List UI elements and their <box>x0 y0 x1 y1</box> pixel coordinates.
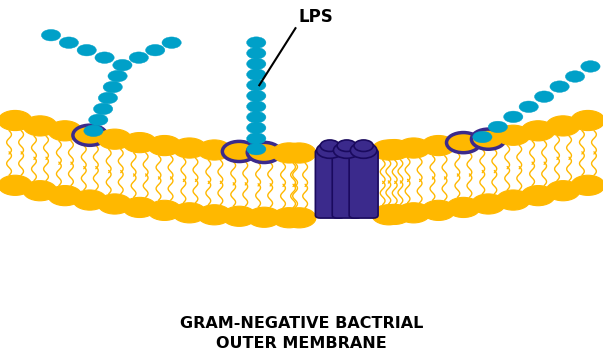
Circle shape <box>372 140 406 160</box>
Circle shape <box>272 143 306 163</box>
Circle shape <box>98 129 131 149</box>
Circle shape <box>247 58 266 70</box>
Circle shape <box>247 143 266 155</box>
Circle shape <box>148 135 182 156</box>
Circle shape <box>534 91 554 103</box>
Circle shape <box>247 142 281 162</box>
Circle shape <box>337 140 356 152</box>
Circle shape <box>113 59 132 71</box>
Circle shape <box>571 111 603 131</box>
Circle shape <box>77 44 96 56</box>
Circle shape <box>247 101 266 112</box>
Circle shape <box>172 138 206 158</box>
Circle shape <box>95 52 114 63</box>
Circle shape <box>446 132 480 153</box>
Circle shape <box>23 116 57 136</box>
Circle shape <box>282 208 316 228</box>
Circle shape <box>354 140 373 152</box>
Circle shape <box>84 125 103 136</box>
Circle shape <box>247 122 266 134</box>
Circle shape <box>566 71 585 82</box>
Circle shape <box>48 121 82 141</box>
Circle shape <box>317 143 343 158</box>
Circle shape <box>247 90 266 102</box>
Circle shape <box>397 203 431 223</box>
Circle shape <box>197 205 231 225</box>
Circle shape <box>272 208 306 228</box>
Circle shape <box>98 194 131 214</box>
Circle shape <box>172 203 206 223</box>
Circle shape <box>247 112 266 123</box>
Circle shape <box>123 197 157 217</box>
Circle shape <box>0 111 32 131</box>
Circle shape <box>103 81 122 93</box>
Circle shape <box>397 138 431 158</box>
Text: LPS: LPS <box>298 8 333 26</box>
Circle shape <box>93 103 113 115</box>
FancyBboxPatch shape <box>332 149 361 218</box>
Circle shape <box>581 61 600 72</box>
Text: OUTER MEMBRANE: OUTER MEMBRANE <box>216 336 387 351</box>
Circle shape <box>546 181 580 201</box>
Circle shape <box>496 190 530 210</box>
Circle shape <box>546 116 580 136</box>
Circle shape <box>521 121 555 141</box>
Circle shape <box>472 194 505 214</box>
Circle shape <box>473 131 492 143</box>
Circle shape <box>223 206 256 226</box>
Circle shape <box>0 175 32 195</box>
Circle shape <box>282 143 316 163</box>
Circle shape <box>108 70 127 82</box>
Circle shape <box>247 69 266 80</box>
Circle shape <box>350 143 377 158</box>
Circle shape <box>446 197 480 217</box>
Circle shape <box>197 140 231 160</box>
Circle shape <box>98 92 118 104</box>
Circle shape <box>472 129 505 149</box>
Circle shape <box>377 140 411 160</box>
Circle shape <box>129 52 148 63</box>
Circle shape <box>23 181 57 201</box>
FancyBboxPatch shape <box>315 149 344 218</box>
Circle shape <box>496 125 530 145</box>
Circle shape <box>48 185 82 206</box>
Circle shape <box>247 37 266 48</box>
Circle shape <box>73 125 107 145</box>
Circle shape <box>42 30 61 41</box>
Circle shape <box>504 111 523 123</box>
Circle shape <box>421 135 455 156</box>
Circle shape <box>145 44 165 56</box>
Text: GRAM-NEGATIVE BACTRIAL: GRAM-NEGATIVE BACTRIAL <box>180 316 423 332</box>
FancyBboxPatch shape <box>349 149 378 218</box>
Circle shape <box>59 37 78 49</box>
Circle shape <box>148 200 182 220</box>
Circle shape <box>247 133 266 144</box>
Circle shape <box>320 140 339 152</box>
Circle shape <box>162 37 182 49</box>
Circle shape <box>247 80 266 91</box>
Circle shape <box>73 190 107 210</box>
Circle shape <box>89 114 108 126</box>
Circle shape <box>488 121 508 133</box>
Circle shape <box>247 207 281 227</box>
Circle shape <box>247 48 266 59</box>
Circle shape <box>521 185 555 206</box>
Circle shape <box>223 141 256 162</box>
Circle shape <box>377 204 411 225</box>
Circle shape <box>421 200 455 220</box>
Circle shape <box>571 175 603 195</box>
Circle shape <box>519 101 538 113</box>
Circle shape <box>372 205 406 225</box>
Circle shape <box>333 143 360 158</box>
Circle shape <box>123 132 157 153</box>
Circle shape <box>550 81 569 93</box>
